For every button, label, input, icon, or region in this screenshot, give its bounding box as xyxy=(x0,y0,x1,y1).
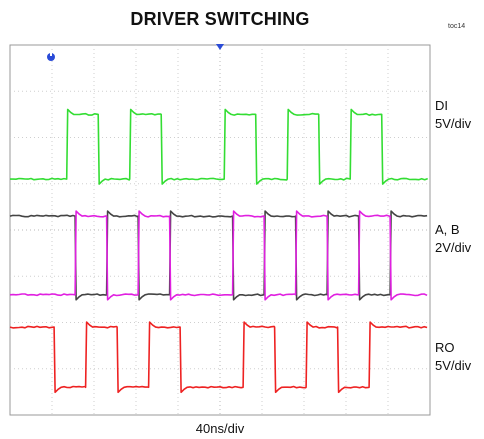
label-ab-name: A, B xyxy=(435,222,460,237)
figure-id: toc14 xyxy=(448,23,466,30)
traces xyxy=(9,108,428,394)
channel-marker-icon xyxy=(47,52,55,61)
grid xyxy=(10,45,430,415)
trace-a xyxy=(9,210,428,301)
trace-di xyxy=(10,108,428,185)
label-ro-name: RO xyxy=(435,340,455,355)
chart-title: DRIVER SWITCHING xyxy=(130,9,310,29)
label-di-name: DI xyxy=(435,98,448,113)
label-ro-scale: 5V/div xyxy=(435,358,472,373)
trace-ro xyxy=(9,321,428,394)
trigger-marker-icon xyxy=(216,44,224,50)
label-ro: RO 5V/div xyxy=(435,339,471,375)
x-axis-label: 40ns/div xyxy=(195,421,245,436)
label-ab: A, B 2V/div xyxy=(435,221,471,257)
trace-b xyxy=(9,210,428,301)
label-ab-scale: 2V/div xyxy=(435,240,472,255)
label-di: DI 5V/div xyxy=(435,97,471,133)
label-di-scale: 5V/div xyxy=(435,116,472,131)
